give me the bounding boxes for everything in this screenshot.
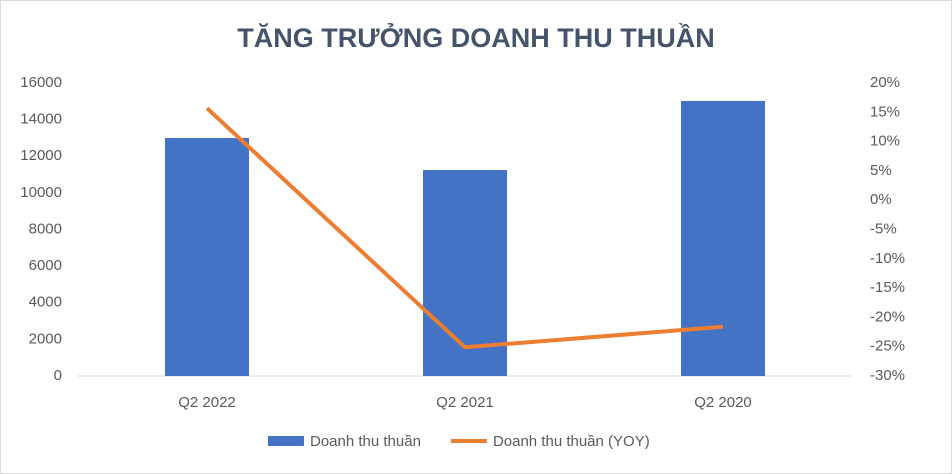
legend-swatch <box>268 436 304 446</box>
y-tick-label: 12000 <box>20 147 62 164</box>
y-tick-label: 14000 <box>20 111 62 128</box>
y2-tick-label: 20% <box>870 74 900 91</box>
y2-tick-label: 5% <box>870 162 892 179</box>
x-tick-label: Q2 2020 <box>694 394 752 411</box>
y-tick-label: 16000 <box>20 74 62 91</box>
y2-tick-label: -30% <box>870 367 905 384</box>
y-tick-label: 0 <box>54 367 62 384</box>
legend-label: Doanh thu thuần <box>310 433 421 450</box>
y2-tick-label: -25% <box>870 338 905 355</box>
chart-title: TĂNG TRƯỞNG DOANH THU THUẦN <box>237 21 714 53</box>
y-tick-label: 10000 <box>20 184 62 201</box>
legend-label: Doanh thu thuần (YOY) <box>493 433 650 450</box>
y-tick-label: 2000 <box>29 330 62 347</box>
x-tick-label: Q2 2022 <box>178 394 236 411</box>
line <box>205 106 724 350</box>
y2-tick-label: -15% <box>870 279 905 296</box>
y2-tick-label: -10% <box>870 250 905 267</box>
bar <box>165 137 249 376</box>
y2-tick-label: 10% <box>870 133 900 150</box>
y2-tick-label: -5% <box>870 220 897 237</box>
bar <box>423 169 507 376</box>
y-tick-label: 8000 <box>29 220 62 237</box>
y2-tick-label: 15% <box>870 103 900 120</box>
x-tick-label: Q2 2021 <box>436 394 494 411</box>
bar <box>681 100 765 376</box>
y-tick-label: 4000 <box>29 294 62 311</box>
y2-tick-label: -20% <box>870 308 905 325</box>
y2-tick-label: 0% <box>870 191 892 208</box>
y-tick-label: 6000 <box>29 257 62 274</box>
